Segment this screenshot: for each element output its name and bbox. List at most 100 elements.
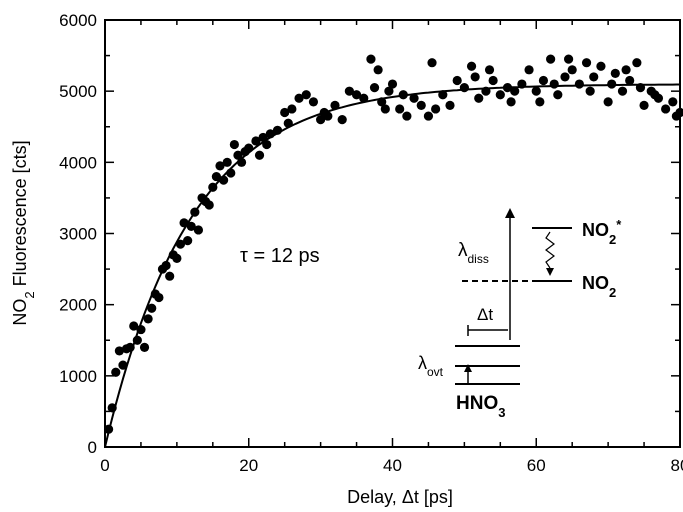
data-point bbox=[380, 104, 390, 114]
data-point bbox=[621, 65, 631, 75]
data-point bbox=[510, 86, 520, 96]
data-point bbox=[423, 111, 434, 121]
data-point bbox=[175, 239, 186, 249]
data-point bbox=[445, 100, 455, 110]
y-tick-label: 2000 bbox=[59, 296, 97, 315]
data-point bbox=[308, 97, 319, 107]
data-point bbox=[416, 100, 426, 110]
lambda-ovt-label: λovt bbox=[418, 353, 444, 379]
y-tick-label: 0 bbox=[88, 438, 97, 457]
data-point bbox=[632, 58, 642, 68]
relaxation-wavy-arrow bbox=[545, 231, 555, 269]
data-point bbox=[114, 346, 124, 356]
data-point bbox=[154, 292, 164, 303]
data-point bbox=[452, 75, 462, 86]
data-point bbox=[585, 86, 595, 96]
data-point bbox=[538, 75, 549, 86]
data-point bbox=[118, 360, 128, 370]
data-point bbox=[316, 115, 326, 125]
data-point bbox=[384, 86, 394, 96]
x-tick-label: 0 bbox=[100, 456, 109, 475]
data-point bbox=[546, 54, 556, 64]
data-point bbox=[589, 72, 599, 82]
data-point bbox=[204, 200, 214, 210]
data-point bbox=[211, 171, 222, 182]
diss-arrowhead bbox=[505, 208, 515, 218]
x-axis-title: Delay, Δt [ps] bbox=[347, 487, 453, 507]
data-point bbox=[251, 136, 261, 146]
data-point bbox=[488, 75, 498, 86]
relaxation-arrowhead bbox=[546, 268, 554, 276]
data-point bbox=[111, 367, 121, 377]
y-axis-title: NO2 Fluorescence [cts] bbox=[10, 140, 37, 325]
tau-annotation: τ = 12 ps bbox=[240, 245, 320, 267]
y-tick-label: 1000 bbox=[59, 367, 97, 386]
data-point bbox=[344, 86, 354, 96]
data-point bbox=[603, 97, 613, 107]
data-point bbox=[607, 79, 617, 89]
data-point bbox=[186, 221, 196, 231]
x-tick-label: 60 bbox=[527, 456, 546, 475]
data-point bbox=[617, 86, 628, 96]
data-point bbox=[484, 65, 495, 75]
data-point bbox=[470, 72, 480, 82]
data-point bbox=[254, 150, 265, 160]
data-point bbox=[675, 107, 683, 118]
data-point bbox=[567, 65, 577, 75]
no2-star-label: NO2* bbox=[582, 217, 622, 247]
fit-curve bbox=[104, 83, 680, 448]
data-point bbox=[549, 79, 559, 89]
data-point bbox=[506, 97, 516, 107]
data-point bbox=[535, 97, 545, 107]
data-point bbox=[147, 303, 157, 313]
x-tick-label: 40 bbox=[383, 456, 402, 475]
hno3-label: HNO3 bbox=[456, 393, 505, 420]
data-point bbox=[139, 342, 150, 352]
data-point bbox=[287, 104, 297, 114]
data-point bbox=[610, 68, 620, 78]
data-point bbox=[301, 90, 311, 100]
data-point bbox=[369, 83, 380, 93]
data-point bbox=[172, 253, 182, 264]
data-point bbox=[639, 100, 649, 110]
data-point bbox=[661, 104, 671, 114]
data-point bbox=[524, 65, 534, 75]
data-point bbox=[323, 111, 333, 121]
lambda-diss-label: λdiss bbox=[458, 240, 489, 266]
x-tick-label: 80 bbox=[671, 456, 683, 475]
y-tick-label: 5000 bbox=[59, 82, 97, 101]
x-tick-label: 20 bbox=[239, 456, 258, 475]
data-point bbox=[466, 61, 477, 71]
data-point bbox=[653, 93, 664, 103]
data-point bbox=[402, 111, 412, 121]
y-tick-label: 3000 bbox=[59, 225, 97, 244]
data-point bbox=[563, 54, 574, 64]
data-point bbox=[596, 61, 606, 71]
data-point bbox=[229, 139, 239, 150]
data-point bbox=[337, 115, 347, 125]
data-point bbox=[351, 90, 362, 100]
data-point bbox=[409, 93, 419, 103]
data-point bbox=[373, 65, 383, 75]
data-point bbox=[581, 58, 592, 68]
y-tick-label: 4000 bbox=[59, 153, 97, 172]
data-point bbox=[359, 93, 369, 103]
data-point bbox=[474, 93, 484, 103]
data-point bbox=[431, 104, 441, 114]
data-point bbox=[574, 79, 584, 89]
ovt-arrowhead bbox=[464, 364, 472, 372]
delta-t-label: Δt bbox=[477, 305, 493, 324]
data-point bbox=[222, 157, 232, 167]
data-point bbox=[193, 225, 204, 235]
data-point bbox=[143, 314, 153, 324]
data-point bbox=[395, 104, 405, 114]
data-point bbox=[668, 97, 678, 107]
data-point bbox=[387, 79, 398, 89]
data-point bbox=[531, 86, 541, 96]
data-point bbox=[427, 58, 437, 68]
axis-ticks: 0 20 40 60 80 0 1000 2000 3000 4000 5000 6000 bbox=[59, 11, 683, 475]
data-point bbox=[215, 161, 225, 171]
data-point bbox=[183, 236, 193, 246]
data-point bbox=[553, 90, 563, 100]
